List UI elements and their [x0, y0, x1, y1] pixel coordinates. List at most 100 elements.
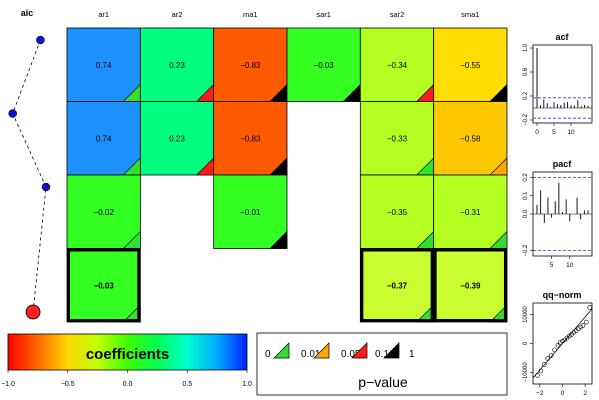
colorbar-tick-label: 0.0 [123, 381, 133, 388]
heatmap-column-label: ma1 [243, 10, 258, 19]
heatmap-cell [433, 174, 508, 249]
y-tick-label: 0.0 [523, 209, 529, 218]
x-tick-label: 5 [550, 262, 554, 269]
aic-panel: aic [8, 8, 51, 320]
colorbar-tick-label: 0.5 [182, 381, 192, 388]
heatmap-cell [433, 101, 508, 176]
best-model-border [433, 248, 507, 322]
y-tick-label: −10000 [523, 362, 529, 383]
colorbar-title: coefficients [86, 346, 169, 363]
colorbar-tick-label: −0.5 [61, 381, 75, 388]
heatmap-cell [213, 174, 288, 249]
heatmap-cell-value: −0.35 [387, 208, 408, 217]
pvalue-label: 0 [265, 349, 271, 360]
panel-frame [532, 44, 593, 124]
aic-best-point [25, 304, 41, 320]
best-model-border [67, 248, 141, 322]
colorbar [7, 333, 248, 371]
heatmap-cell-value: −0.39 [460, 281, 481, 290]
qq-point [542, 362, 547, 367]
heatmap-cell [66, 27, 141, 102]
heatmap-cell-value: −0.34 [387, 61, 408, 70]
heatmap-column-label: sma1 [461, 10, 479, 19]
heatmap-column-label: ar2 [172, 10, 183, 19]
qq-point [587, 305, 593, 310]
heatmap-cell-value: −0.83 [240, 134, 261, 143]
heatmap-cell-value: −0.33 [387, 134, 408, 143]
qq-point [567, 333, 572, 339]
pvalue-label: 1 [409, 349, 415, 360]
pvalue-marker [269, 230, 288, 249]
y-tick-label: 0 [523, 341, 529, 345]
pvalue-swatch [383, 342, 400, 359]
heatmap-cell-value: −0.01 [240, 208, 261, 217]
aic-title: aic [21, 8, 34, 18]
heatmap-cell [359, 248, 435, 323]
y-tick-label: 0.2 [523, 91, 529, 100]
qq-point [560, 338, 565, 344]
coefficients-colorbar: coefficients −1.0 −0.5 0.0 0.5 1.0 [1, 333, 252, 388]
aic-point [41, 182, 51, 192]
pvalue-swatch [273, 342, 290, 359]
y-tick-label: −0.2 [523, 113, 529, 126]
heatmap-cell-value: 0.23 [169, 134, 185, 143]
qq-point [552, 347, 557, 353]
x-tick-label: 10 [566, 262, 574, 269]
pvalue-label: 0.1 [375, 349, 389, 360]
heatmap-cell-value: −0.58 [460, 134, 481, 143]
heatmap-cell [433, 27, 508, 102]
pvalue-swatch [313, 342, 330, 359]
coefficient-heatmap: ar1 ar2 ma1 sar1 sar2 sma1 0.74 0.23 −0.83 −0.03 −… [66, 10, 508, 323]
y-tick-label: 0.6 [523, 67, 529, 76]
colorbar-tick-label: −1.0 [1, 381, 15, 388]
pvalue-label: 0.05 [341, 349, 361, 360]
heatmap-cell-value: −0.02 [94, 208, 115, 217]
heatmap-cell-value: −0.37 [387, 281, 408, 290]
qq-point [548, 353, 554, 358]
heatmap-cell [359, 174, 435, 249]
aic-point [8, 109, 17, 118]
legend-box [256, 332, 508, 396]
colorbar-tick-label: 1.0 [242, 381, 252, 388]
heatmap-cell-value: 0.23 [169, 61, 185, 70]
heatmap-column-label: ar1 [98, 10, 109, 19]
qq-norm-panel: qq−norm −2 0 2 −10000 0 10000 [523, 290, 593, 397]
aic-point [36, 35, 45, 45]
heatmap-cell-value: 0.74 [96, 134, 112, 143]
heatmap-cell [66, 174, 141, 249]
heatmap-cell [359, 101, 435, 176]
heatmap-cell [139, 101, 215, 176]
heatmap-cell [213, 101, 288, 176]
pvalue-legend: 0 0.01 0.05 0.1 1 p−value [256, 332, 508, 396]
qq-point [555, 342, 561, 348]
x-tick-label: 0 [561, 390, 565, 397]
pvalue-label: 0.01 [301, 349, 321, 360]
qq-point [545, 356, 551, 361]
heatmap-cell-value: −0.03 [94, 281, 115, 290]
pacf-title: pacf [553, 159, 573, 169]
qq-point [580, 323, 586, 328]
x-tick-label: 0 [535, 129, 539, 136]
y-tick-label: 1.0 [523, 43, 529, 52]
heatmap-column-label: sar1 [316, 10, 331, 19]
aic-line [12, 39, 47, 313]
pvalue-title: p−value [358, 374, 408, 390]
heatmap-cell-value: −0.83 [240, 61, 261, 70]
qq-point [578, 324, 583, 330]
heatmap-column-label: sar2 [390, 10, 405, 19]
heatmap-cell-value: 0.74 [96, 61, 112, 70]
qq-point [584, 319, 589, 325]
x-tick-label: 10 [567, 129, 575, 136]
heatmap-cell-value: −0.31 [460, 208, 481, 217]
acf-panel: acf −0.2 0.2 0.6 1.0 0 5 10 [523, 32, 593, 136]
y-tick-label: 10000 [523, 306, 529, 323]
heatmap-cell [359, 27, 435, 102]
pacf-panel: pacf −0.2 0.0 0.1 0.2 5 10 [523, 159, 593, 269]
heatmap-cell [286, 27, 361, 102]
y-tick-label: −0.2 [523, 244, 529, 257]
qq-reference-line [532, 308, 593, 379]
x-tick-label: 5 [552, 129, 556, 136]
qq-point [538, 368, 544, 374]
x-tick-label: −2 [536, 390, 544, 397]
